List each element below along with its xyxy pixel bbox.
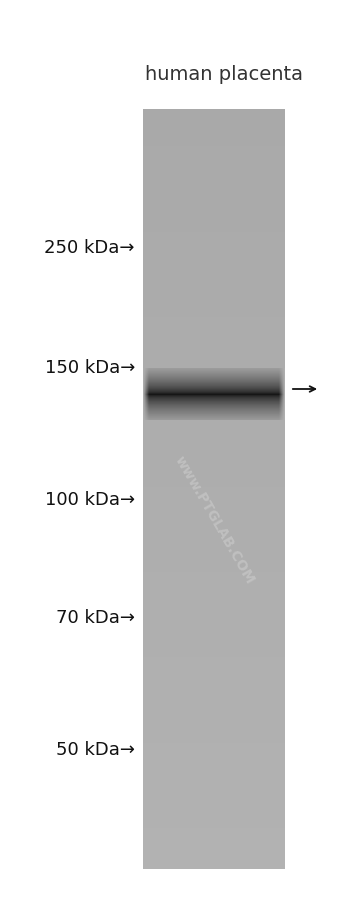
Text: 100 kDa→: 100 kDa→ xyxy=(45,491,135,509)
Text: 70 kDa→: 70 kDa→ xyxy=(56,608,135,626)
Text: 150 kDa→: 150 kDa→ xyxy=(45,359,135,376)
Text: 50 kDa→: 50 kDa→ xyxy=(56,741,135,759)
Text: www.PTGLAB.COM: www.PTGLAB.COM xyxy=(172,453,257,586)
Text: human placenta: human placenta xyxy=(145,66,303,85)
Text: 250 kDa→: 250 kDa→ xyxy=(44,239,135,257)
